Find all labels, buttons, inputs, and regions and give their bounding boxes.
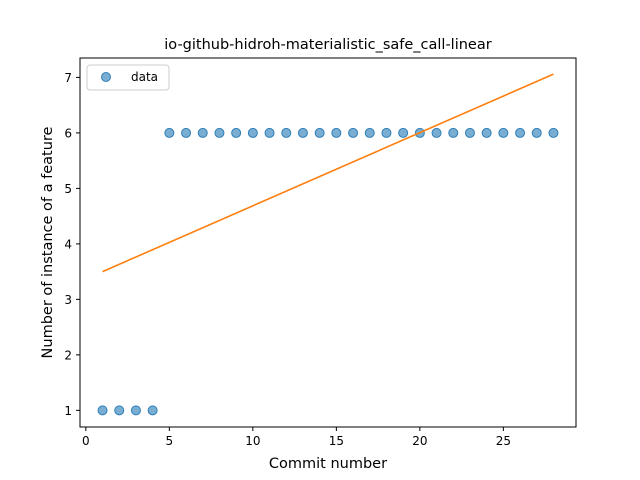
- data-point: [314, 127, 325, 138]
- data-point: [130, 405, 141, 416]
- y-tick-label: 5: [64, 182, 72, 196]
- y-tick-label: 2: [64, 348, 72, 362]
- data-point: [398, 127, 409, 138]
- data-point: [231, 127, 242, 138]
- x-tick-label: 0: [82, 434, 90, 448]
- legend-marker-data: [101, 72, 111, 82]
- chart-title: io-github-hidroh-materialistic_safe_call…: [164, 37, 491, 53]
- data-point: [498, 127, 509, 138]
- data-point: [481, 127, 492, 138]
- x-tick-label: 25: [496, 434, 511, 448]
- legend-box: [86, 64, 170, 91]
- data-point: [331, 127, 342, 138]
- data-point: [515, 127, 526, 138]
- data-point: [114, 405, 125, 416]
- plot-frame: [79, 57, 577, 428]
- data-point: [548, 127, 559, 138]
- data-point: [247, 127, 258, 138]
- data-point: [164, 127, 175, 138]
- data-point: [448, 127, 459, 138]
- data-point: [431, 127, 442, 138]
- x-axis-label: Commit number: [269, 456, 387, 472]
- y-tick-label: 3: [64, 293, 72, 307]
- data-point: [297, 127, 308, 138]
- data-point: [464, 127, 475, 138]
- data-point: [197, 127, 208, 138]
- y-tick-label: 6: [64, 126, 72, 140]
- legend: data: [86, 64, 170, 91]
- y-tick-label: 7: [64, 71, 72, 85]
- data-point: [348, 127, 359, 138]
- y-tick-label: 4: [64, 237, 72, 251]
- x-tick-label: 5: [166, 434, 174, 448]
- x-tick-label: 10: [245, 434, 260, 448]
- y-tick-label: 1: [64, 404, 72, 418]
- axis-ticks: 0 5 10 15 20 25 1 2 3 4 5 6 7: [64, 71, 511, 448]
- linear-fit-line: [102, 73, 554, 273]
- x-tick-label: 15: [329, 434, 344, 448]
- data-point: [531, 127, 542, 138]
- x-tick-label: 20: [412, 434, 427, 448]
- data-point: [97, 405, 108, 416]
- data-point: [214, 127, 225, 138]
- plot-area: [97, 73, 559, 416]
- data-point: [181, 127, 192, 138]
- data-point: [264, 127, 275, 138]
- y-axis-label: Number of instance of a feature: [40, 126, 56, 358]
- data-point: [147, 405, 158, 416]
- data-point: [364, 127, 375, 138]
- data-point: [381, 127, 392, 138]
- legend-label-data: data: [131, 70, 158, 84]
- data-point: [281, 127, 292, 138]
